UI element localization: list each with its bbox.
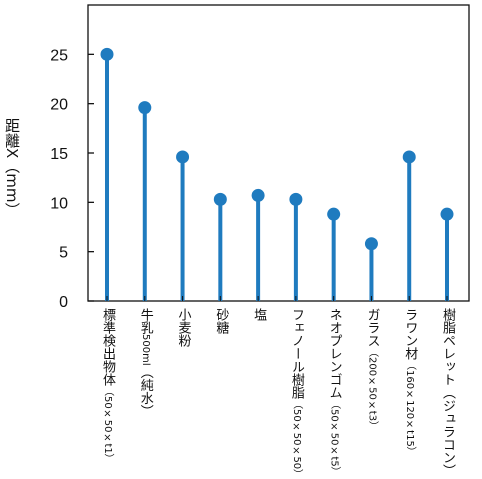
lollipop-dot [364,237,378,251]
y-axis-ticks: 0 5 10 15 20 25 [50,47,94,311]
category-size: （50×50×t1） [102,386,113,464]
y-tick-label: 5 [59,245,68,262]
category-name: ガラス [364,308,380,347]
category-name: 小麦粉 [175,308,191,347]
category-name: 樹脂ペレット [440,308,455,386]
x-category-label: 小麦粉 [175,308,191,347]
lollipop-dot [251,188,265,202]
category-name: フェノール樹脂 [288,308,304,399]
x-category-label: フェノール樹脂（50×50×50） [288,308,304,479]
category-name: 標準検出物体 [100,308,115,386]
category-name-extra: （純水） [137,365,153,418]
x-category-label: ラワン材（160×120×t15） [402,308,418,457]
category-size: （50×50×t5） [328,399,340,477]
x-category-label: ネオプレンゴム（50×50×t5） [326,308,342,477]
category-size: （160×120×t15） [404,360,416,457]
chart-marks [100,47,454,301]
y-tick-label: 20 [50,97,68,114]
category-size: （200×50×t3） [366,347,378,432]
lollipop-dot [289,192,303,206]
y-axis-label: 距離X（mm） [3,118,21,218]
lollipop-dot [138,101,152,115]
lollipop-dot [213,192,227,206]
y-tick-label: 25 [50,47,68,64]
lollipop-dot [100,47,114,61]
x-category-label: 塩 [251,308,267,321]
category-name: 砂糖 [213,308,229,334]
x-category-label: 樹脂ペレット（ジュラコン） [440,308,455,477]
category-name: ネオプレンゴム [326,308,342,399]
category-name-extra: （ジュラコン） [440,386,455,477]
category-name: 牛乳 [137,308,153,334]
y-tick-label: 15 [50,146,68,163]
category-size: 500ml [139,334,151,366]
lollipop-dot [176,150,190,164]
lollipop-dot [327,207,341,221]
category-size: （50×50×50） [290,399,302,479]
x-category-label: 砂糖 [213,308,229,334]
category-name: 塩 [251,308,267,321]
x-category-label: 牛乳500ml（純水） [137,308,153,418]
category-name: ラワン材 [402,308,418,360]
lollipop-dot [440,207,454,221]
y-tick-label: 0 [59,294,68,311]
x-category-label: ガラス（200×50×t3） [364,308,380,432]
lollipop-chart: 0 5 10 15 20 25 [50,4,470,311]
lollipop-dot [402,150,416,164]
x-category-label: 標準検出物体（50×50×t1） [100,308,115,464]
y-tick-label: 10 [50,195,68,212]
